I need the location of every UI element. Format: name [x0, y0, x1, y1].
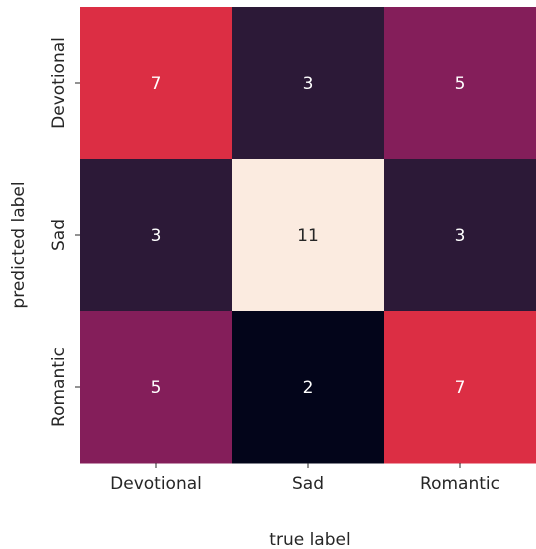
y-tick-label: Romantic [49, 347, 69, 427]
cell-value-label: 5 [151, 378, 162, 398]
heatmap-cell [232, 159, 385, 312]
x-tick-label: Sad [292, 474, 324, 494]
heatmap-cells [80, 7, 536, 464]
heatmap-cell [232, 7, 385, 160]
cell-value-label: 2 [303, 378, 314, 398]
cell-value-label: 11 [297, 226, 319, 246]
y-axis-ticks: Devotional Sad Romantic [49, 37, 80, 427]
x-tick-label: Romantic [420, 474, 500, 494]
cell-value-label: 3 [455, 226, 466, 246]
cell-value-label: 7 [151, 74, 162, 94]
heatmap-cell [80, 311, 233, 464]
y-tick-label: Devotional [49, 37, 69, 129]
cell-value-label: 7 [455, 378, 466, 398]
cell-value-label: 3 [151, 226, 162, 246]
cell-value-label: 5 [455, 74, 466, 94]
heatmap-cell [384, 7, 536, 160]
x-axis-ticks: Devotional Sad Romantic [110, 463, 500, 494]
x-tick-label: Devotional [110, 474, 202, 494]
cell-value-label: 3 [303, 74, 314, 94]
heatmap-cell [80, 7, 233, 160]
y-tick-label: Sad [49, 219, 69, 251]
heatmap-cell [80, 159, 233, 312]
heatmap-cell [384, 311, 536, 464]
heatmap-cell [384, 159, 536, 312]
heatmap-cell [232, 311, 385, 464]
cell-annotations: 7 3 5 3 11 3 5 2 7 [151, 74, 466, 398]
x-axis-label: true label [269, 530, 350, 549]
y-axis-label: predicted label [9, 181, 29, 308]
